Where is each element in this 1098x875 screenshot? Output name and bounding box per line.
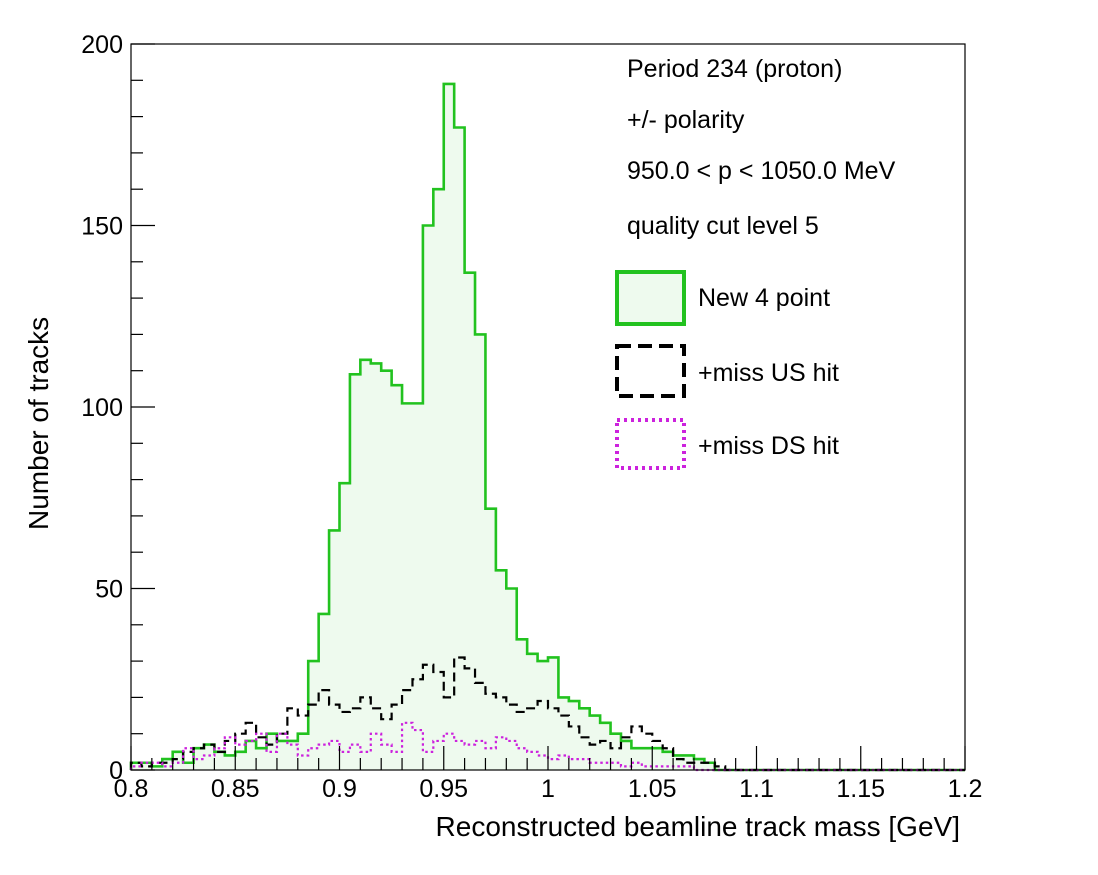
y-axis-title: Number of tracks <box>23 317 54 530</box>
x-tick-label: 0.9 <box>322 775 357 803</box>
x-tick-label: 1.15 <box>836 775 885 803</box>
y-tick-label: 100 <box>81 394 123 422</box>
x-tick-label: 0.8 <box>114 775 149 803</box>
info-box: Period 234 (proton) +/- polarity 950.0 <… <box>627 55 896 240</box>
y-tick-labels: 0 50 100 150 200 <box>81 31 123 785</box>
x-tick-label: 1.1 <box>739 775 774 803</box>
x-axis-title: Reconstructed beamline track mass [GeV] <box>436 811 960 842</box>
y-tick-label: 50 <box>95 576 123 604</box>
legend: New 4 point +miss US hit +miss DS hit <box>615 270 839 470</box>
axis-ticks <box>130 43 966 771</box>
x-tick-label: 1.05 <box>628 775 677 803</box>
info-period: Period 234 (proton) <box>627 55 842 83</box>
legend-swatch-miss-us-hit <box>615 344 686 398</box>
legend-label-new-4-point: New 4 point <box>698 284 830 312</box>
x-tick-label: 1.2 <box>948 775 983 803</box>
histogram-fill-layer <box>131 83 965 771</box>
info-quality-cut: quality cut level 5 <box>627 212 819 240</box>
x-tick-label: 0.95 <box>419 775 468 803</box>
series-line-miss-ds-hit <box>129 721 965 772</box>
legend-entry-miss-us-hit: +miss US hit <box>615 344 839 398</box>
info-momentum: 950.0 < p < 1050.0 MeV <box>627 157 896 185</box>
series-fill-new-4-point <box>131 83 965 771</box>
legend-swatch-miss-ds-hit <box>615 418 686 470</box>
legend-label-miss-ds-hit: +miss DS hit <box>698 432 839 460</box>
x-tick-labels: 0.8 0.85 0.9 0.95 1 1.05 1.1 1.15 1.2 <box>114 775 983 803</box>
legend-entry-miss-ds-hit: +miss DS hit <box>615 418 839 470</box>
x-tick-label: 1 <box>541 775 555 803</box>
legend-swatch-new-4-point <box>615 270 686 326</box>
y-tick-label: 0 <box>109 757 123 785</box>
series-line-miss-us-hit <box>129 656 965 772</box>
x-tick-label: 0.85 <box>211 775 260 803</box>
info-polarity: +/- polarity <box>627 106 745 134</box>
y-tick-label: 200 <box>81 31 123 59</box>
legend-label-miss-us-hit: +miss US hit <box>698 359 839 387</box>
legend-entry-new-4-point: New 4 point <box>615 270 830 326</box>
y-tick-label: 150 <box>81 213 123 241</box>
